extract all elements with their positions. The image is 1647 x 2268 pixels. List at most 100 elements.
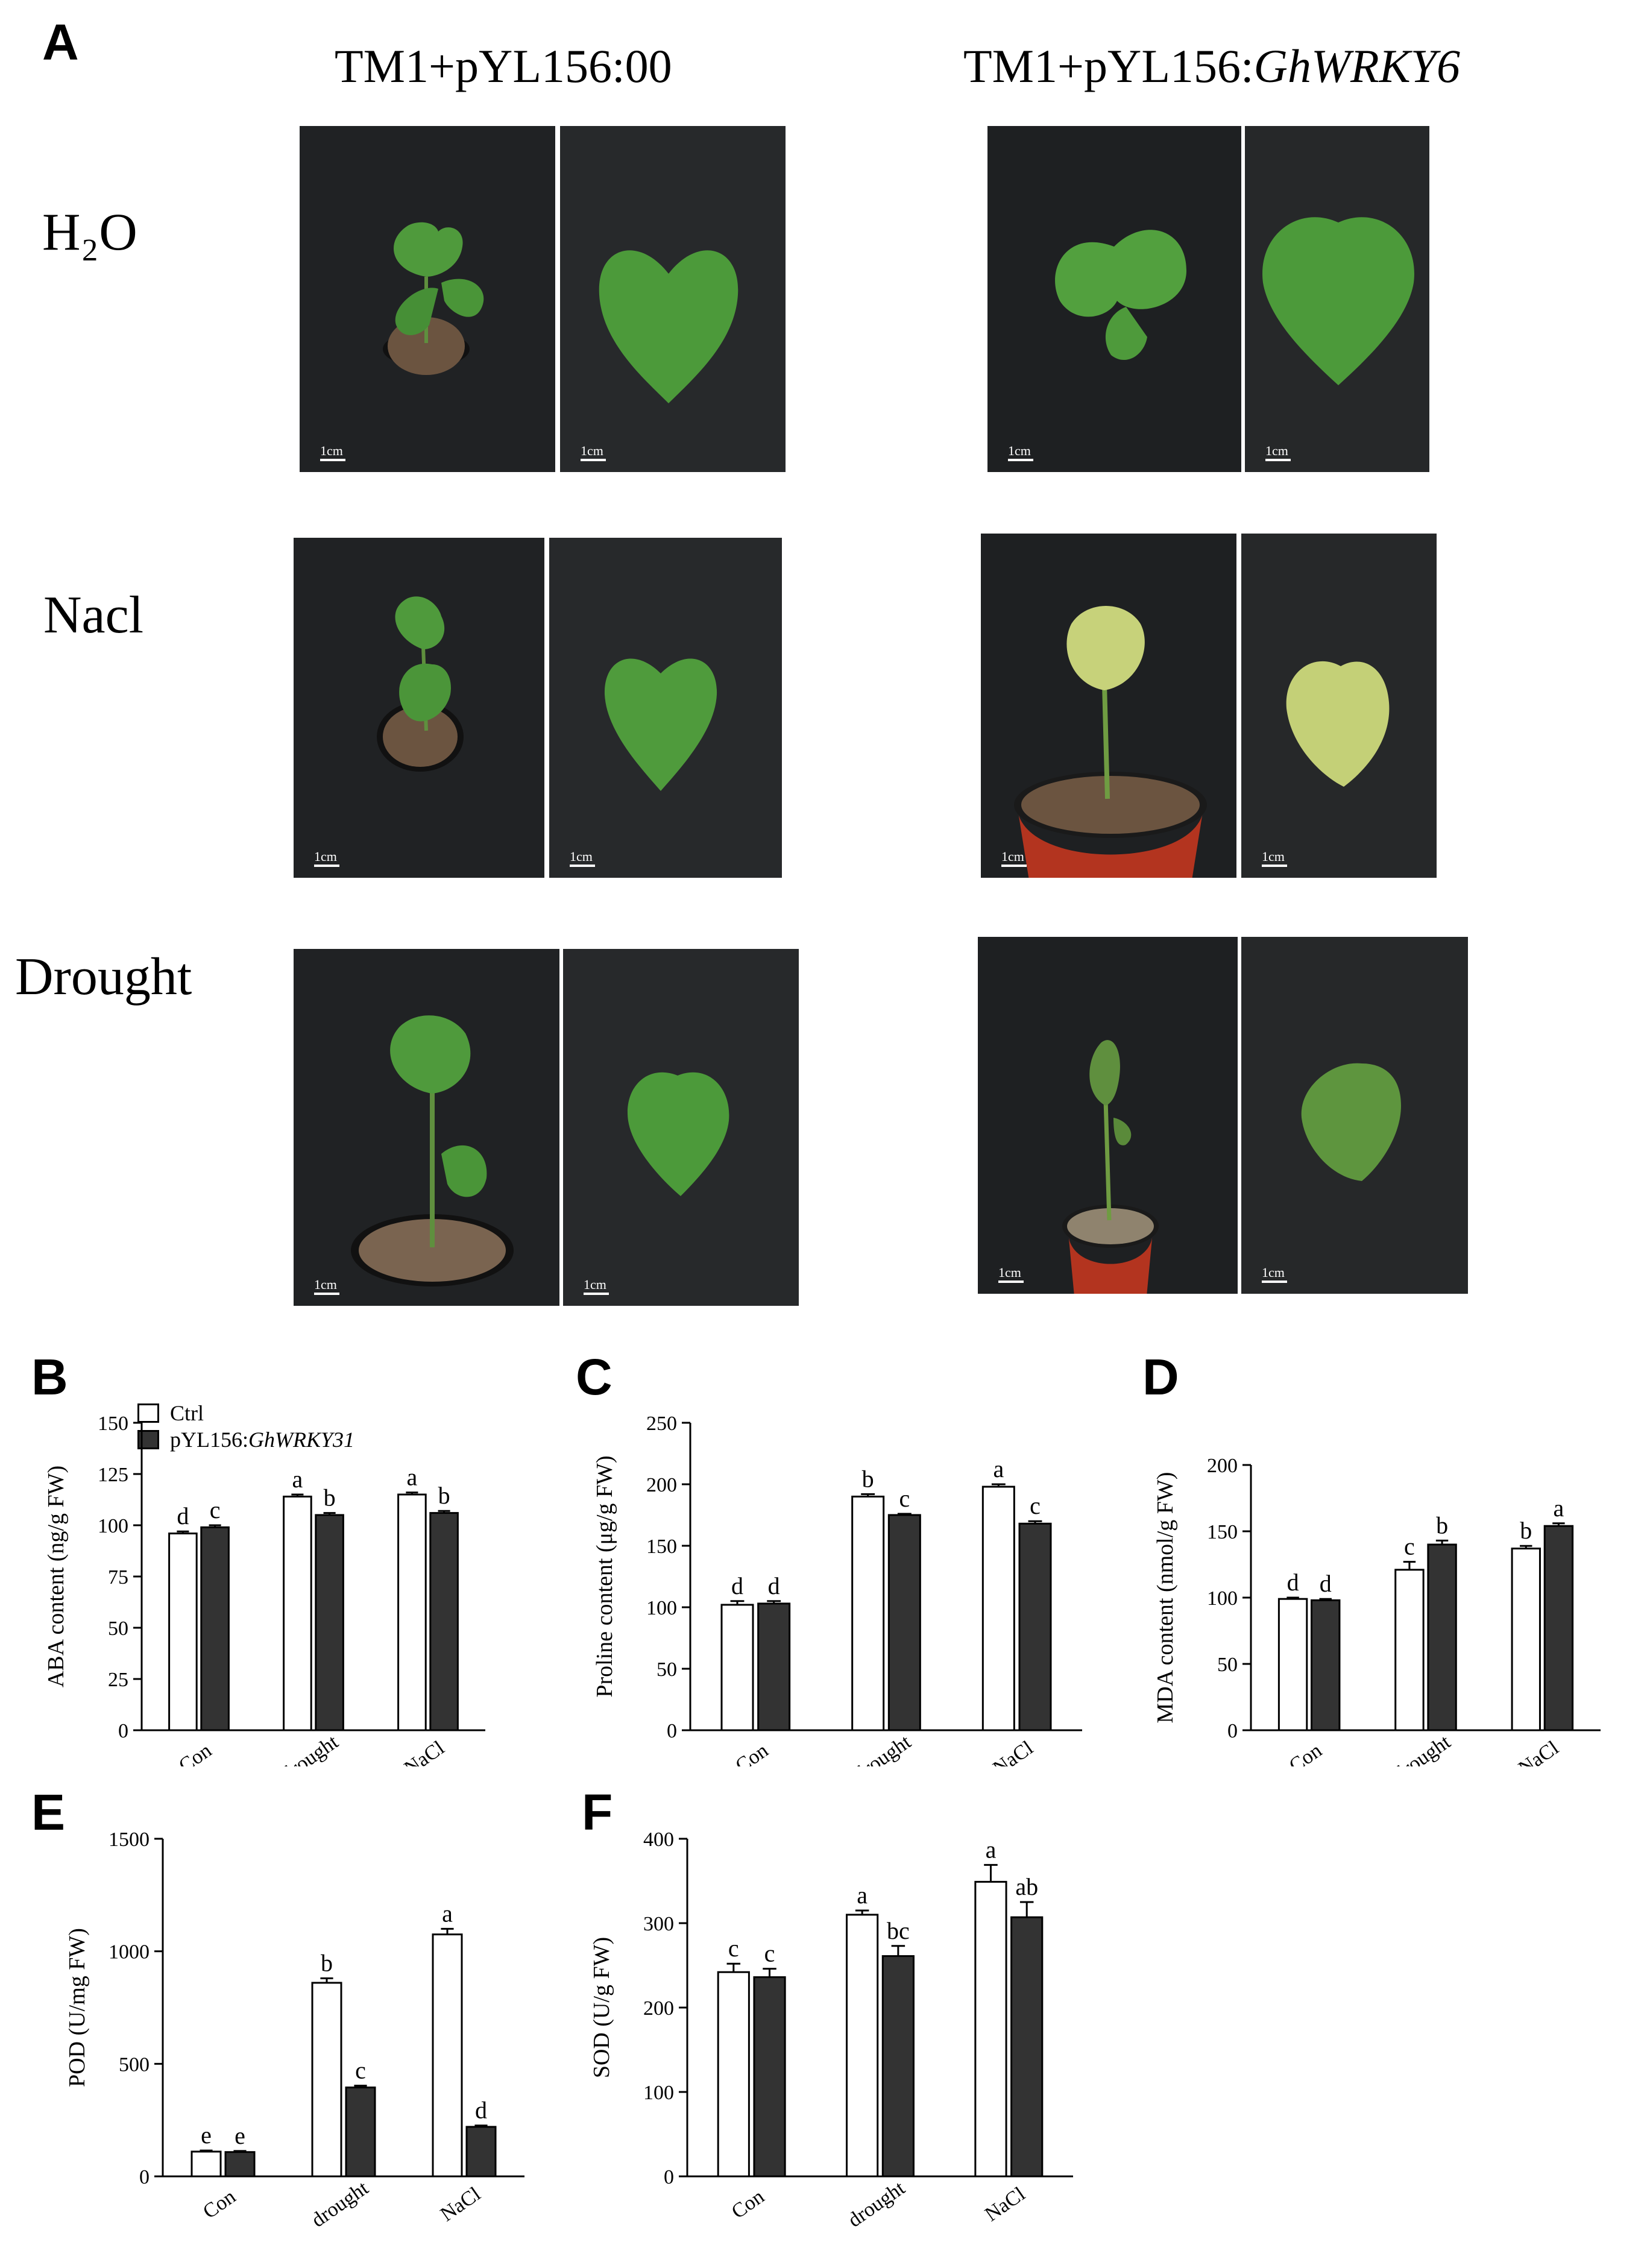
bar: [974, 1880, 1007, 2178]
scale-bar: 1cm: [998, 1266, 1024, 1283]
photo-control-nacl-plant: 1cm: [292, 537, 546, 879]
y-tick-label: 200: [1207, 1455, 1238, 1477]
row-header-drought: Drought: [15, 948, 192, 1006]
leaf-image: [560, 126, 786, 472]
bar: [168, 1532, 198, 1731]
scale-bar: 1cm: [1262, 1266, 1287, 1283]
bar: [720, 1604, 754, 1731]
chart-c-proline: 0 50 100 150 200 250 Proline content (μg/g FW)…: [592, 1413, 1082, 1766]
y-tick-label: 50: [657, 1658, 677, 1681]
scale-bar: 1cm: [314, 850, 339, 867]
x-tick-label: NaCl: [981, 2183, 1029, 2226]
scale-bar: 1cm: [320, 444, 345, 461]
scale-bar: 1cm: [581, 444, 606, 461]
bar: [432, 1933, 463, 2178]
photo-control-drought-plant: 1cm: [292, 948, 561, 1307]
photo-control-h2o-plant: 1cm: [298, 125, 556, 473]
panel-label-c: C: [576, 1349, 613, 1405]
legend-label-ctrl: Ctrl: [170, 1401, 204, 1425]
x-tick-label: Con: [728, 2185, 769, 2223]
panel-label-d: D: [1142, 1349, 1179, 1405]
bar: [1277, 1598, 1308, 1731]
significance-letter: a: [857, 1882, 868, 1909]
bar: [1511, 1548, 1541, 1731]
legend-swatch-ctrl: [137, 1403, 159, 1423]
bar: [429, 1512, 459, 1731]
photo-control-drought-leaf: 1cm: [562, 948, 800, 1307]
significance-letter: b: [1436, 1511, 1448, 1539]
bar: [465, 2126, 497, 2178]
y-tick-label: 0: [118, 1720, 128, 1742]
y-tick-label: 1500: [109, 1829, 150, 1851]
significance-letter: b: [321, 1949, 333, 1976]
plant-image: [978, 937, 1238, 1294]
leaf-image: [563, 949, 799, 1306]
y-tick-label: 0: [664, 2166, 674, 2188]
significance-letter: a: [986, 1836, 997, 1863]
scale-bar: 1cm: [584, 1278, 609, 1295]
x-tick-label: drought: [277, 1731, 342, 1766]
bar: [1394, 1569, 1425, 1731]
significance-letter: a: [407, 1464, 418, 1491]
bar: [191, 2150, 222, 2178]
significance-letter: a: [292, 1466, 303, 1493]
bar: [757, 1602, 791, 1731]
y-tick-label: 400: [643, 1829, 674, 1851]
bar: [881, 1955, 915, 2178]
y-tick-label: 100: [98, 1515, 128, 1537]
x-tick-label: drought: [1390, 1731, 1455, 1766]
bar: [1543, 1525, 1574, 1731]
significance-letter: c: [1404, 1533, 1415, 1560]
x-tick-label: drought: [850, 1731, 915, 1766]
y-tick-label: 200: [643, 1997, 674, 2020]
photo-vigs-nacl-plant: 1cm: [980, 532, 1238, 879]
chart-e-pod: 0 500 1000 1500 POD (U/mg FW) e e Con b c drought a…: [65, 1829, 524, 2232]
panel-label-a: A: [42, 14, 79, 71]
significance-letter: c: [355, 2057, 366, 2084]
x-tick-label: Con: [199, 2185, 240, 2223]
x-tick-label: NaCl: [436, 2183, 485, 2226]
legend-label-treat: pYL156:GhWRKY31: [170, 1428, 355, 1452]
y-tick-label: 0: [667, 1720, 677, 1742]
scale-bar: 1cm: [1008, 444, 1033, 461]
bar: [397, 1493, 427, 1731]
y-tick-label: 50: [1217, 1654, 1238, 1676]
x-tick-label: Con: [175, 1739, 216, 1766]
bar: [315, 1514, 344, 1731]
bar: [345, 2087, 376, 2178]
x-tick-label: Con: [731, 1739, 772, 1766]
significance-letter: d: [768, 1572, 780, 1599]
y-axis-label: SOD (U/g FW): [589, 1937, 614, 2078]
significance-letter: c: [764, 1940, 775, 1967]
photo-control-nacl-leaf: 1cm: [548, 537, 783, 879]
y-tick-label: 150: [646, 1536, 677, 1558]
panel-label-f: F: [582, 1784, 613, 1841]
photo-control-h2o-leaf: 1cm: [559, 125, 787, 473]
photo-vigs-nacl-leaf: 1cm: [1240, 532, 1438, 879]
y-tick-label: 125: [98, 1464, 128, 1486]
bar: [846, 1914, 879, 2178]
y-axis-label: Proline content (μg/g FW): [592, 1455, 617, 1697]
leaf-image: [549, 538, 782, 878]
panel-label-e: E: [31, 1784, 66, 1841]
y-tick-label: 100: [1207, 1587, 1238, 1610]
significance-letter: b: [324, 1484, 336, 1511]
x-tick-label: Con: [1285, 1739, 1326, 1766]
y-tick-label: 100: [646, 1597, 677, 1619]
leaf-image: [1241, 534, 1437, 878]
scale-bar: 1cm: [314, 1278, 339, 1295]
plant-image: [987, 126, 1241, 472]
significance-letter: d: [177, 1502, 189, 1529]
bar: [887, 1514, 921, 1731]
legend: Ctrl pYL156:GhWRKY31: [137, 1400, 354, 1453]
significance-letter: a: [1554, 1495, 1564, 1522]
bar: [1018, 1522, 1052, 1731]
significance-letter: b: [438, 1482, 450, 1509]
bar: [1311, 1599, 1341, 1731]
bar: [753, 1976, 786, 2178]
significance-letter: d: [731, 1572, 743, 1599]
photo-vigs-h2o-plant: 1cm: [986, 125, 1242, 473]
y-axis-label: ABA content (ng/g FW): [43, 1466, 69, 1687]
photo-vigs-drought-leaf: 1cm: [1240, 936, 1469, 1295]
